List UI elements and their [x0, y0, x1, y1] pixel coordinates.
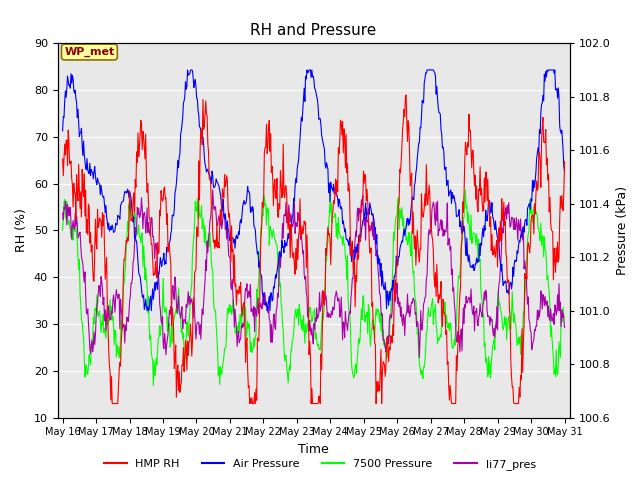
- Legend: HMP RH, Air Pressure, 7500 Pressure, li77_pres: HMP RH, Air Pressure, 7500 Pressure, li7…: [100, 455, 540, 474]
- Y-axis label: RH (%): RH (%): [15, 208, 28, 252]
- Text: WP_met: WP_met: [64, 47, 115, 57]
- Y-axis label: Pressure (kPa): Pressure (kPa): [616, 186, 629, 275]
- Title: RH and Pressure: RH and Pressure: [250, 23, 377, 38]
- X-axis label: Time: Time: [298, 443, 329, 456]
